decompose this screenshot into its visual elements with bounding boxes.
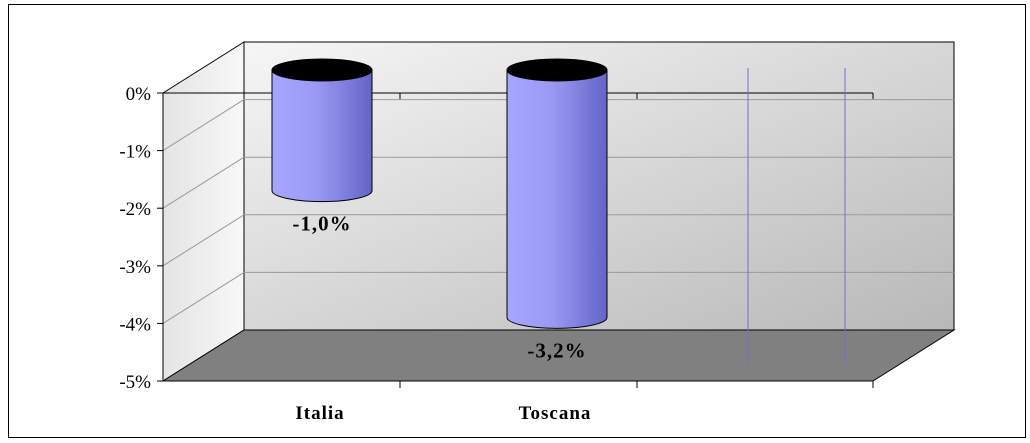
y-tick-label: -2% [119,199,151,220]
category-label: Toscana [519,403,592,424]
bar-body [271,69,373,203]
gridline-side [162,99,245,152]
category-label: Italia [295,403,344,424]
bar-body [506,69,608,329]
y-tick-label: 0% [126,84,152,105]
bar-toscana [506,58,608,329]
bar-italia [271,58,373,203]
y-tick-label: -4% [119,314,151,335]
gridline-side [162,271,245,324]
y-tick-label: -3% [119,257,151,278]
gridline-side [162,214,245,267]
y-tick-label: -1% [119,142,151,163]
data-label: -3,2% [527,338,586,362]
bar-top [506,58,608,82]
y-tick-label: -5% [119,372,151,393]
bar-top [271,58,373,82]
data-label: -1,0% [292,212,351,236]
gridline-side [162,156,245,209]
